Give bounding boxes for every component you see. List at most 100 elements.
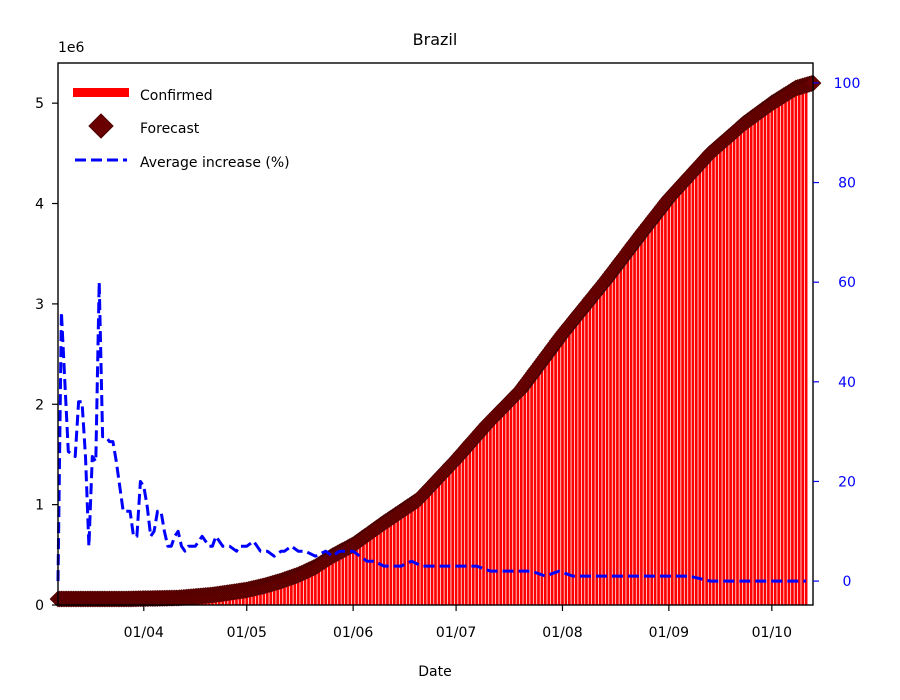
confirmed-bar bbox=[451, 468, 454, 605]
confirmed-bar bbox=[245, 595, 249, 605]
confirmed-bar bbox=[749, 123, 753, 605]
confirmed-bar bbox=[640, 238, 643, 605]
confirmed-bar bbox=[746, 125, 750, 605]
confirmed-bar bbox=[430, 490, 434, 605]
confirmed-bar bbox=[719, 149, 722, 605]
confirmed-bar bbox=[804, 88, 808, 606]
confirmed-bar bbox=[341, 554, 345, 605]
y-tick-label: 0 bbox=[35, 598, 44, 614]
confirmed-bar bbox=[344, 553, 348, 605]
confirmed-bar bbox=[712, 155, 715, 605]
confirmed-bar bbox=[626, 256, 630, 605]
confirmed-bar bbox=[722, 146, 726, 605]
confirmed-bar bbox=[276, 587, 279, 605]
confirmed-bar bbox=[379, 529, 382, 605]
confirmed-bar bbox=[499, 415, 503, 605]
confirmed-bar bbox=[351, 549, 355, 605]
confirmed-bar bbox=[550, 352, 554, 605]
confirmed-bar bbox=[283, 585, 286, 605]
confirmed-bar bbox=[399, 515, 403, 605]
confirmed-bar bbox=[362, 542, 365, 605]
confirmed-bar bbox=[396, 517, 400, 605]
confirmed-bar bbox=[581, 313, 585, 605]
y2-tick-label: 20 bbox=[838, 474, 856, 490]
confirmed-bar bbox=[537, 371, 540, 605]
y2-tick-label: 100 bbox=[834, 76, 861, 92]
confirmed-bar bbox=[519, 394, 523, 605]
confirmed-bar bbox=[547, 357, 551, 605]
confirmed-bar bbox=[797, 91, 801, 605]
confirmed-bar bbox=[784, 99, 787, 605]
confirmed-bar bbox=[715, 152, 719, 605]
confirmed-bar bbox=[252, 594, 255, 605]
confirmed-bar bbox=[358, 544, 362, 605]
confirmed-bar bbox=[708, 158, 712, 605]
confirmed-bar bbox=[372, 534, 376, 605]
confirmed-bar bbox=[753, 120, 756, 606]
legend-confirmed-label: Confirmed bbox=[140, 88, 213, 104]
y-tick-label: 4 bbox=[35, 197, 44, 213]
confirmed-bar bbox=[561, 339, 564, 605]
x-tick-label: 01/09 bbox=[649, 625, 689, 641]
confirmed-bar bbox=[602, 288, 605, 605]
confirmed-bar bbox=[293, 581, 297, 605]
confirmed-bar bbox=[368, 536, 372, 605]
confirmed-bar bbox=[375, 531, 379, 605]
confirmed-bar bbox=[471, 444, 475, 605]
confirmed-bar bbox=[523, 389, 527, 605]
confirmed-bar bbox=[667, 203, 671, 605]
confirmed-bar bbox=[694, 173, 698, 605]
confirmed-bar bbox=[348, 551, 352, 605]
y-ticks-left: 0 1 2 3 4 5 bbox=[35, 96, 58, 614]
confirmed-bar bbox=[420, 500, 424, 605]
confirmed-bar bbox=[406, 511, 410, 605]
confirmed-bar bbox=[286, 584, 290, 605]
confirmed-bar bbox=[595, 296, 599, 605]
confirmed-bar bbox=[338, 556, 341, 605]
confirmed-bar bbox=[423, 497, 427, 605]
confirmed-bar bbox=[585, 309, 588, 605]
confirmed-bar bbox=[526, 385, 530, 605]
confirmed-bar bbox=[681, 188, 684, 605]
confirmed-bar bbox=[650, 225, 654, 605]
confirmed-bar bbox=[296, 579, 300, 605]
confirmed-bar bbox=[794, 93, 798, 606]
y2-tick-label: 60 bbox=[838, 275, 856, 291]
y-tick-label: 5 bbox=[35, 96, 44, 112]
confirmed-bar bbox=[578, 317, 581, 605]
confirmed-bar bbox=[622, 261, 626, 605]
confirmed-bar bbox=[801, 89, 805, 605]
confirmed-bar bbox=[327, 562, 331, 605]
x-tick-label: 01/06 bbox=[333, 625, 373, 641]
y2-tick-label: 40 bbox=[838, 375, 856, 391]
confirmed-bar bbox=[317, 569, 321, 605]
confirmed-bar bbox=[705, 162, 708, 605]
confirmed-bar bbox=[725, 143, 729, 606]
confirmed-bar bbox=[674, 195, 678, 606]
confirmed-bar bbox=[554, 348, 557, 605]
confirmed-bar bbox=[241, 596, 245, 605]
confirmed-bar bbox=[403, 513, 406, 605]
confirmed-bar bbox=[773, 106, 777, 606]
confirmed-bar bbox=[612, 274, 616, 605]
confirmed-bar bbox=[664, 207, 667, 605]
confirmed-bar bbox=[691, 177, 695, 606]
confirmed-bar bbox=[633, 247, 636, 605]
confirmed-bar bbox=[272, 588, 276, 605]
confirmed-bar bbox=[756, 118, 760, 605]
confirmed-bar bbox=[736, 134, 739, 605]
confirmed-bar bbox=[677, 192, 681, 606]
confirmed-bar bbox=[320, 567, 324, 605]
confirmed-bar bbox=[770, 108, 774, 606]
x-axis-label: Date bbox=[418, 664, 451, 680]
confirmed-bar bbox=[324, 564, 328, 605]
confirmed-bar bbox=[533, 375, 537, 605]
y-offset-label: 1e6 bbox=[58, 40, 85, 56]
confirmed-bar bbox=[465, 452, 468, 605]
confirmed-bar bbox=[475, 441, 479, 605]
confirmed-bar bbox=[485, 429, 489, 605]
confirmed-bar bbox=[437, 482, 441, 605]
confirmed-bar bbox=[780, 101, 784, 606]
x-tick-label: 01/07 bbox=[436, 625, 476, 641]
confirmed-bar bbox=[701, 165, 705, 605]
